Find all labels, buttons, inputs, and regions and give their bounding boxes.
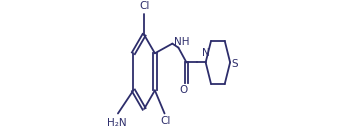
Text: O: O (179, 85, 187, 95)
Text: Cl: Cl (139, 1, 149, 11)
Text: N: N (202, 48, 210, 58)
Text: S: S (232, 59, 238, 69)
Text: Cl: Cl (160, 116, 170, 126)
Text: H₂N: H₂N (107, 117, 127, 127)
Text: NH: NH (174, 37, 190, 47)
